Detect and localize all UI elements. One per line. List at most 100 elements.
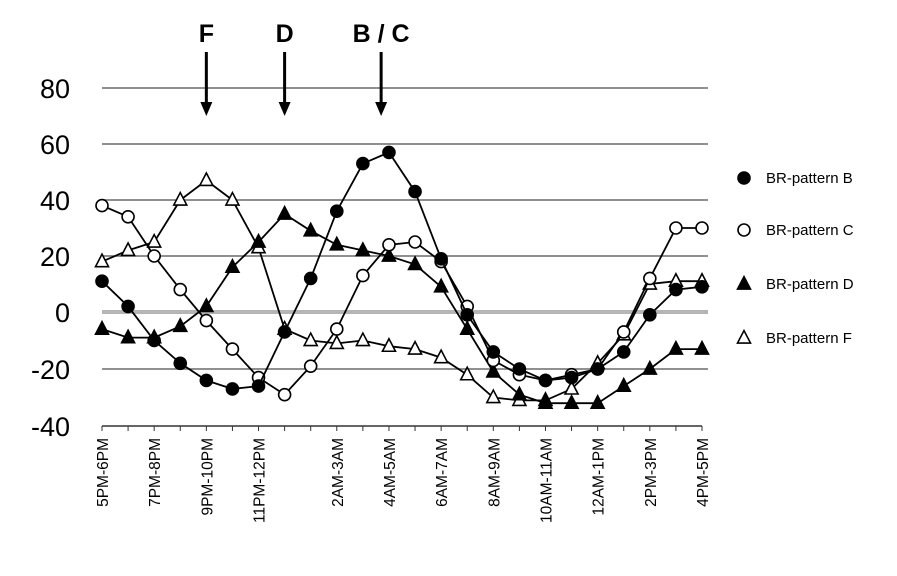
series-layer (94, 145, 710, 410)
data-point (433, 277, 449, 293)
data-point (407, 255, 423, 271)
data-point (120, 328, 136, 344)
data-point (250, 232, 267, 248)
data-point (694, 339, 710, 355)
data-point (643, 308, 657, 322)
legend: BR-pattern B BR-pattern C BR-pattern D BR-p… (736, 170, 854, 347)
legend-item: BR-pattern C (737, 222, 854, 239)
data-point (173, 282, 188, 297)
x-tick-label: 4PM-5PM (695, 438, 712, 507)
x-tick-label: 5PM-6PM (95, 438, 112, 507)
data-point (408, 235, 422, 249)
legend-label: BR-pattern B (766, 170, 853, 187)
data-point (590, 362, 605, 376)
data-point (459, 319, 476, 335)
data-point (277, 325, 292, 339)
data-point (121, 210, 135, 224)
data-point (251, 379, 266, 393)
data-point (146, 232, 162, 248)
data-point (173, 356, 188, 371)
grid-lines (102, 87, 708, 370)
y-tick-label: 80 (40, 74, 70, 104)
data-point (695, 221, 709, 235)
legend-marker (736, 328, 752, 344)
data-point (537, 394, 554, 410)
data-point (459, 365, 476, 381)
data-point (382, 145, 396, 160)
data-point (303, 359, 318, 373)
data-point (225, 342, 240, 356)
data-point (329, 204, 344, 218)
x-tick-label: 8AM-9AM (486, 438, 503, 507)
data-point (303, 271, 318, 286)
event-marker-arrowhead (200, 102, 213, 116)
data-point (511, 385, 528, 401)
data-point (564, 370, 579, 385)
data-point (356, 156, 370, 171)
series-br-pattern-d (94, 204, 710, 410)
data-point (589, 394, 606, 410)
data-point (277, 387, 292, 402)
data-point (486, 345, 501, 359)
legend-item: BR-pattern F (736, 328, 852, 347)
data-point (381, 246, 397, 262)
data-point (276, 204, 293, 220)
y-tick-label: 60 (40, 130, 70, 160)
x-tick-label: 2PM-3PM (643, 438, 660, 507)
y-tick-label: 20 (40, 242, 70, 272)
data-point (172, 317, 189, 333)
y-axis-ticks: -40 -20 0 20 40 60 80 (31, 74, 70, 442)
x-tick-label: 9PM-10PM (199, 438, 216, 516)
data-point (224, 258, 241, 274)
series-line (101, 212, 702, 405)
legend-item: BR-pattern D (736, 274, 854, 293)
series-line (101, 179, 702, 402)
data-point (434, 251, 448, 266)
series-line (101, 151, 703, 390)
event-marker-label: B / C (353, 20, 410, 48)
data-point (408, 184, 422, 199)
data-point (172, 190, 189, 206)
event-marker-label: F (199, 20, 214, 48)
data-point (615, 376, 632, 392)
y-tick-label: -20 (31, 355, 70, 385)
data-point (669, 221, 683, 235)
data-point (485, 388, 502, 404)
x-tick-label: 2AM-3AM (330, 438, 347, 507)
data-point (199, 373, 214, 388)
data-point (225, 382, 240, 396)
data-point (198, 171, 215, 187)
data-point (147, 249, 161, 263)
data-point (381, 337, 397, 353)
series-br-pattern-c (95, 198, 709, 402)
data-point (95, 198, 109, 213)
x-tick-label: 7PM-8PM (147, 438, 164, 507)
data-point (512, 362, 527, 376)
data-point (94, 319, 110, 335)
data-point (120, 241, 136, 257)
data-point (668, 339, 684, 355)
data-point (460, 308, 475, 322)
data-point (121, 299, 135, 314)
data-point (198, 297, 215, 313)
event-marker-arrowhead (278, 102, 291, 116)
data-point (95, 274, 109, 289)
legend-label: BR-pattern D (766, 276, 854, 293)
event-marker-arrowhead (375, 102, 388, 116)
data-point (224, 190, 241, 206)
series-line (101, 204, 702, 396)
data-point (329, 322, 344, 336)
data-point (669, 282, 683, 297)
legend-marker (737, 171, 751, 185)
data-point (695, 279, 709, 294)
data-point (563, 379, 580, 395)
y-tick-label: 40 (40, 186, 70, 216)
x-tick-label: 11PM-12PM (252, 438, 269, 523)
series-br-pattern-b (95, 145, 709, 396)
event-markers: F D B / C (199, 20, 410, 116)
data-point (616, 325, 631, 339)
data-point (643, 271, 657, 286)
series-br-pattern-f (94, 171, 710, 407)
data-point (642, 359, 658, 375)
